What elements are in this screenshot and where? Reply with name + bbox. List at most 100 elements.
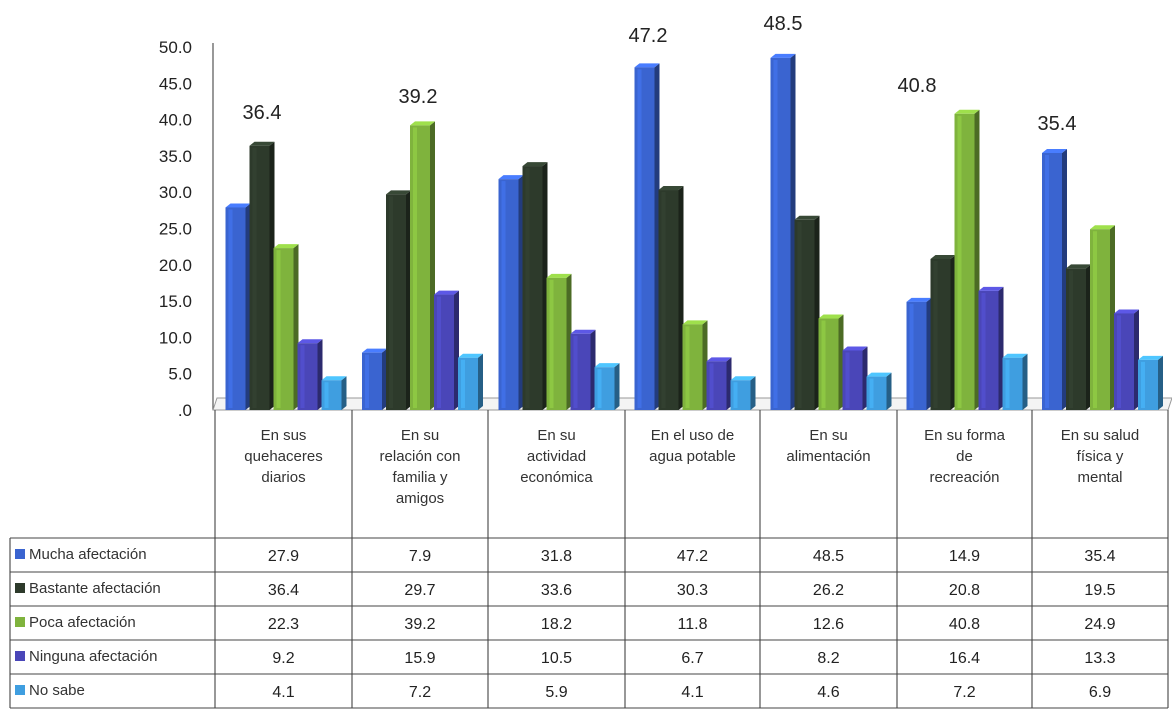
category-label-line: amigos (396, 490, 444, 507)
bar-highlight (437, 296, 441, 408)
bar (634, 63, 660, 410)
bar-highlight (1069, 270, 1073, 408)
legend-swatch (15, 651, 25, 661)
table-cell: 11.8 (678, 616, 708, 633)
bar-top (321, 376, 347, 381)
bar-side (590, 329, 596, 410)
bar-highlight (1045, 154, 1049, 408)
bar-highlight (1093, 231, 1097, 408)
bar-side (814, 215, 820, 410)
bar-top (658, 186, 684, 191)
bar-top (770, 53, 796, 58)
category-label: En su forma de recreación (924, 427, 1006, 486)
bar-highlight (300, 345, 305, 408)
bar-highlight (933, 260, 938, 408)
bar-highlight (525, 168, 530, 408)
table-cell: 47.2 (677, 548, 708, 565)
category-label-line: En sus (261, 427, 307, 444)
y-tick-label: 5.0 (168, 365, 192, 384)
legend-label: Bastante afectación (29, 580, 161, 597)
bar-side (726, 357, 732, 410)
legend-label: Mucha afectación (29, 546, 147, 563)
bar-highlight (573, 335, 578, 408)
bar-top (225, 203, 251, 208)
table-cell: 35.4 (1084, 548, 1115, 565)
bar-top (1090, 225, 1115, 230)
table-cell: 33.6 (541, 582, 572, 599)
bar (1138, 355, 1163, 410)
legend-label: Poca afectación (29, 614, 136, 631)
bar (1002, 353, 1028, 410)
bar-highlight (773, 59, 778, 408)
bar-side (341, 376, 347, 410)
bar (954, 109, 980, 411)
bar-highlight (957, 115, 962, 409)
table-cell: 4.1 (681, 684, 703, 701)
legend-swatch (15, 617, 25, 627)
category-label: En el uso de agua potable (649, 427, 736, 465)
table-cell: 4.6 (817, 684, 839, 701)
legend-label: Ninguna afectación (29, 648, 157, 665)
bar-highlight (389, 196, 393, 408)
bar-top (458, 353, 483, 358)
category-label: En sus quehaceres diarios (244, 427, 322, 486)
category-label-line: actividad (527, 448, 586, 465)
category-label-line: En su forma (924, 427, 1006, 444)
bar-side (886, 372, 892, 410)
bar-highlight (685, 326, 690, 408)
table-cell: 24.9 (1084, 616, 1115, 633)
bar-highlight (549, 279, 554, 408)
bar-top (706, 357, 732, 362)
bar-highlight (797, 221, 802, 408)
category-label-line: alimentación (786, 448, 870, 465)
bar-top (1042, 148, 1067, 153)
bar-top (978, 286, 1004, 291)
table-cell: 29.7 (404, 582, 435, 599)
bar-highlight (501, 181, 506, 408)
category-label-line: de (956, 448, 973, 465)
bar-side (1134, 309, 1139, 410)
table-cell: 26.2 (813, 582, 844, 599)
bar-top (682, 320, 708, 325)
category-label-line: En su (537, 427, 575, 444)
bar-highlight (324, 382, 329, 408)
data-labels-layer: 36.4 39.2 47.2 48.5 40.8 35.4 (243, 13, 1077, 135)
bar-side (1110, 225, 1115, 410)
bar-top (297, 339, 323, 344)
bar-side (382, 348, 387, 410)
bar (1114, 309, 1139, 410)
bar (682, 320, 708, 410)
bar-side (974, 109, 980, 411)
bar (321, 376, 347, 410)
table-cell: 48.5 (813, 548, 844, 565)
table-cell: 7.9 (409, 548, 431, 565)
bar-highlight (981, 292, 986, 408)
bar (794, 215, 820, 410)
bar-highlight (597, 369, 602, 408)
y-tick-label: 15.0 (159, 292, 192, 311)
bar-highlight (1005, 359, 1010, 408)
bar-top (842, 346, 868, 351)
bar (458, 353, 483, 410)
category-label-line: diarios (261, 469, 305, 486)
bar (386, 190, 411, 410)
bar-side (862, 346, 868, 410)
category-label: En su salud física y mental (1061, 427, 1139, 486)
bar-side (454, 290, 459, 410)
table-cell: 18.2 (541, 616, 572, 633)
bar-top (1114, 309, 1139, 314)
bar (730, 376, 756, 410)
bar-top (434, 290, 459, 295)
bar-highlight (276, 250, 281, 408)
bar-side (478, 353, 483, 410)
bar-side (293, 244, 299, 410)
y-tick-label: 25.0 (159, 220, 192, 239)
category-label-line: agua potable (649, 448, 736, 465)
bar (770, 53, 796, 410)
table-cell: 8.2 (817, 650, 839, 667)
bar-top (249, 141, 275, 146)
bar-side (838, 314, 844, 410)
bar-side (1158, 355, 1163, 410)
y-tick-label: 20.0 (159, 256, 192, 275)
bar-side (702, 320, 708, 410)
